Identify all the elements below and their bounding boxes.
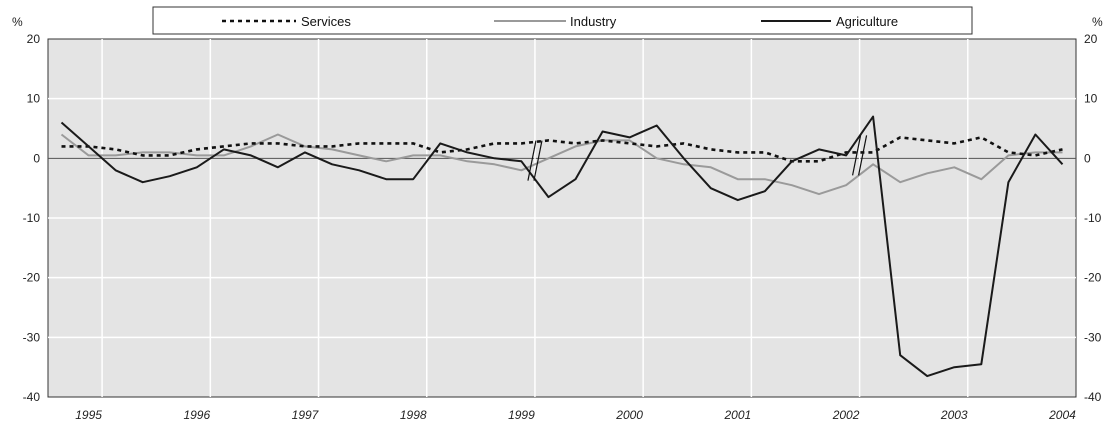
- y-tick-label-left: -40: [23, 390, 41, 404]
- x-tick-label: 2004: [1048, 408, 1076, 422]
- x-tick-label: 1999: [508, 408, 535, 422]
- series-line-agriculture: [60, 115, 1064, 378]
- break-mark: [851, 135, 862, 176]
- x-tick-label: 1995: [75, 408, 102, 422]
- x-tick-label: 1996: [183, 408, 210, 422]
- series-line-industry: [60, 133, 1063, 196]
- series-break-marks: [527, 135, 868, 181]
- x-axis: 1995 1996 1997 1998 1999 2000 2001 2002 2003 2004: [75, 408, 1076, 422]
- x-tick-label: 1997: [292, 408, 320, 422]
- y-axis-unit-right: %: [1092, 15, 1103, 29]
- y-tick-label-right: -40: [1084, 390, 1102, 404]
- y-tick-label-right: -20: [1084, 271, 1102, 285]
- gridlines: [48, 39, 1076, 397]
- y-tick-label-left: -20: [23, 271, 41, 285]
- break-mark: [533, 140, 543, 181]
- x-tick-label: 2000: [615, 408, 643, 422]
- legend-label-industry: Industry: [570, 14, 617, 29]
- y-tick-label-right: 10: [1084, 92, 1098, 106]
- y-tick-label-right: 20: [1084, 32, 1098, 46]
- x-tick-label: 2001: [723, 408, 751, 422]
- series-line-services: [61, 136, 1063, 163]
- y-tick-label-right: 0: [1084, 151, 1091, 165]
- y-tick-label-right: -30: [1084, 330, 1102, 344]
- y-axis-right: 20 10 0 -10 -20 -30 -40: [1084, 32, 1102, 404]
- y-tick-label-left: -30: [23, 330, 41, 344]
- legend: Services Industry Agriculture: [152, 6, 973, 35]
- legend-label-services: Services: [301, 14, 351, 29]
- legend-label-agriculture: Agriculture: [836, 14, 898, 29]
- x-tick-label: 2003: [940, 408, 968, 422]
- y-tick-label-left: 10: [27, 92, 41, 106]
- x-tick-label: 2002: [832, 408, 860, 422]
- y-axis-left: 20 10 0 -10 -20 -30 -40: [23, 32, 41, 404]
- y-tick-label-right: -10: [1084, 211, 1102, 225]
- y-axis-unit-left: %: [12, 15, 23, 29]
- y-tick-label-left: -10: [23, 211, 41, 225]
- series-group: [60, 115, 1064, 378]
- y-tick-label-left: 0: [33, 151, 40, 165]
- y-tick-label-left: 20: [27, 32, 41, 46]
- break-mark: [527, 140, 537, 181]
- break-mark: [857, 135, 868, 176]
- x-tick-label: 1998: [400, 408, 427, 422]
